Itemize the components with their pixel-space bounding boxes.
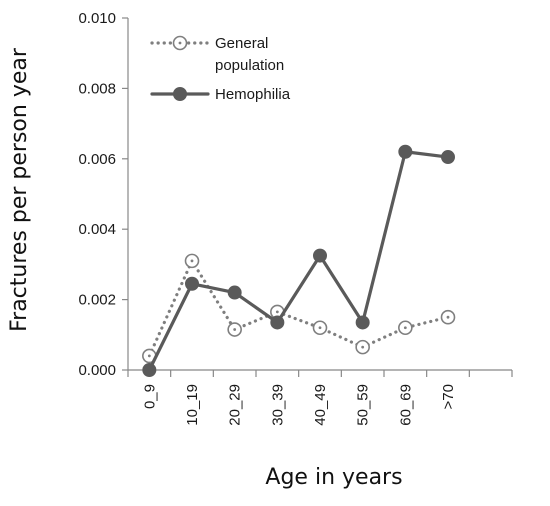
legend: General population Hemophilia [150,35,291,103]
x-axis-ticks: 0_9 10_19 20_29 30_39 40_49 50_59 60_69 >70 [127,370,513,426]
legend-label: population [215,57,284,74]
series-hemophilia [142,144,455,377]
x-axis-title: Age in years [265,465,402,490]
legend-marker-hemophilia [173,87,187,101]
y-tick-label: 0.006 [78,151,116,168]
series-line-hemophilia [147,150,450,372]
x-tick-label: >70 [440,384,457,409]
series-line-general-population [147,259,450,358]
data-point-general-population-center [361,345,365,349]
data-point-general-population-center [147,354,151,358]
data-point-hemophilia [227,285,242,300]
data-point-general-population-center [318,326,322,330]
data-point-general-population-center [190,259,194,263]
y-tick-label: 0.002 [78,292,116,309]
data-point-hemophilia [313,248,327,263]
x-tick-label: 40_49 [312,384,329,426]
axes [127,18,512,371]
x-tick-label: 60_69 [397,384,414,426]
legend-label: Hemophilia [215,86,291,103]
x-tick-label: 50_59 [355,384,372,426]
data-point-hemophilia [398,144,413,159]
y-axis-ticks: 0.000 0.002 0.004 0.006 0.008 0.010 [78,10,128,379]
data-point-hemophilia [142,363,157,377]
legend-item-general-population: General population [150,35,284,74]
x-tick-label: 0_9 [141,384,158,409]
x-tick-label: 10_19 [184,384,201,426]
series-general-population [142,253,456,364]
data-point-general-population-center [446,315,450,319]
series-layer [142,144,456,377]
y-tick-label: 0.008 [78,80,116,97]
legend-item-hemophilia: Hemophilia [150,86,291,103]
y-tick-label: 0.000 [78,362,116,379]
x-tick-label: 30_39 [269,384,286,426]
data-point-hemophilia [355,315,370,330]
data-point-hemophilia [441,150,455,165]
data-point-hemophilia [270,315,285,330]
y-axis-title: Fractures per person year [7,47,32,332]
x-tick-label: 20_29 [227,384,244,426]
data-point-general-population-center [403,326,407,330]
y-tick-label: 0.010 [78,10,116,27]
data-point-general-population-center [275,310,279,314]
data-point-general-population-center [233,328,237,331]
y-tick-label: 0.004 [78,221,116,238]
data-point-hemophilia [185,276,199,291]
legend-label: General [215,35,268,52]
legend-marker-general-population-center [178,41,182,45]
